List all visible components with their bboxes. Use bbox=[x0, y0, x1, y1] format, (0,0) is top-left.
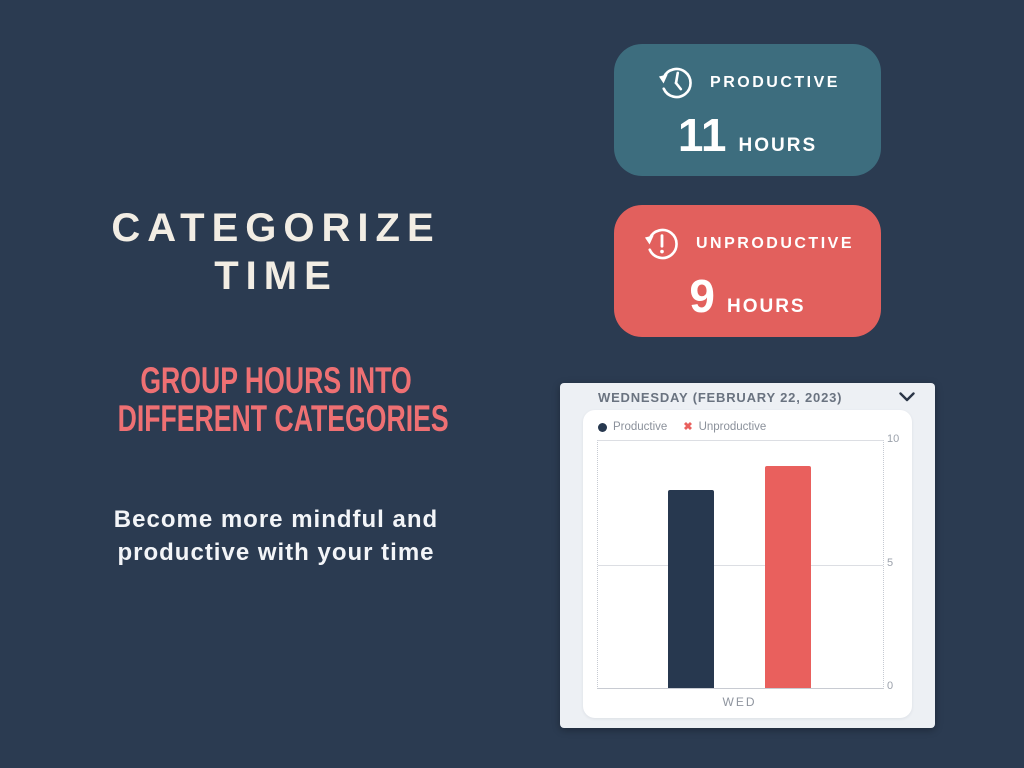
tagline-line1: Become more mindful and bbox=[113, 506, 439, 533]
y-axis-tick-0: 0 bbox=[887, 680, 894, 692]
day-chart-panel: WEDNESDAY (FEBRUARY 22, 2023) Productive… bbox=[560, 383, 935, 728]
productive-stat-card: PRODUCTIVE 11 HOURS bbox=[614, 44, 881, 176]
day-selector-header[interactable]: WEDNESDAY (FEBRUARY 22, 2023) bbox=[560, 383, 935, 411]
chevron-down-icon[interactable] bbox=[899, 392, 915, 402]
page-title: CATEGORIZE TIME bbox=[56, 204, 496, 300]
subtitle: GROUP HOURS INTO DIFFERENT CATEGORIES bbox=[56, 362, 496, 438]
gridline-5 bbox=[598, 564, 883, 566]
productive-bar bbox=[668, 490, 714, 688]
unproductive-bar bbox=[765, 465, 811, 688]
unproductive-card-header: UNPRODUCTIVE bbox=[641, 223, 854, 265]
bar-chart-plot-area bbox=[597, 440, 884, 689]
unproductive-x-marker: ✖ bbox=[683, 420, 693, 433]
legend-item-productive: Productive bbox=[598, 421, 667, 433]
unproductive-hours-value: 9 bbox=[689, 270, 715, 322]
history-clock-icon bbox=[658, 67, 692, 99]
subtitle-line1: GROUP HOURS INTO bbox=[140, 360, 412, 401]
productive-hours-value: 11 bbox=[677, 109, 727, 161]
subtitle-line2: DIFFERENT CATEGORIES bbox=[117, 398, 449, 439]
y-axis-tick-10: 10 bbox=[887, 433, 900, 445]
productive-dot-marker bbox=[598, 422, 607, 432]
productive-value-row: 11 HOURS bbox=[678, 112, 817, 158]
tagline: Become more mindful and productive with y… bbox=[56, 503, 496, 569]
legend-productive-label: Productive bbox=[613, 421, 668, 433]
page-title-line1: CATEGORIZE bbox=[111, 206, 441, 250]
x-axis-label-wed: WED bbox=[722, 695, 757, 709]
productive-label: PRODUCTIVE bbox=[710, 74, 840, 91]
tagline-line2: productive with your time bbox=[117, 539, 435, 566]
y-axis-tick-5: 5 bbox=[887, 557, 894, 569]
bar-chart-card: Productive ✖ Unproductive 10 5 0 WED bbox=[583, 410, 912, 718]
legend-item-unproductive: ✖ Unproductive bbox=[683, 421, 766, 433]
day-title: WEDNESDAY (FEBRUARY 22, 2023) bbox=[598, 389, 843, 405]
alert-clock-icon bbox=[644, 228, 678, 260]
unproductive-hours-unit: HOURS bbox=[726, 296, 806, 317]
legend-unproductive-label: Unproductive bbox=[698, 421, 767, 433]
unproductive-stat-card: UNPRODUCTIVE 9 HOURS bbox=[614, 205, 881, 337]
unproductive-label: UNPRODUCTIVE bbox=[695, 235, 854, 252]
chart-legend: Productive ✖ Unproductive bbox=[598, 421, 766, 433]
productive-card-header: PRODUCTIVE bbox=[655, 62, 840, 104]
page-title-line2: TIME bbox=[214, 254, 338, 298]
unproductive-value-row: 9 HOURS bbox=[689, 273, 805, 319]
productive-hours-unit: HOURS bbox=[738, 135, 818, 156]
